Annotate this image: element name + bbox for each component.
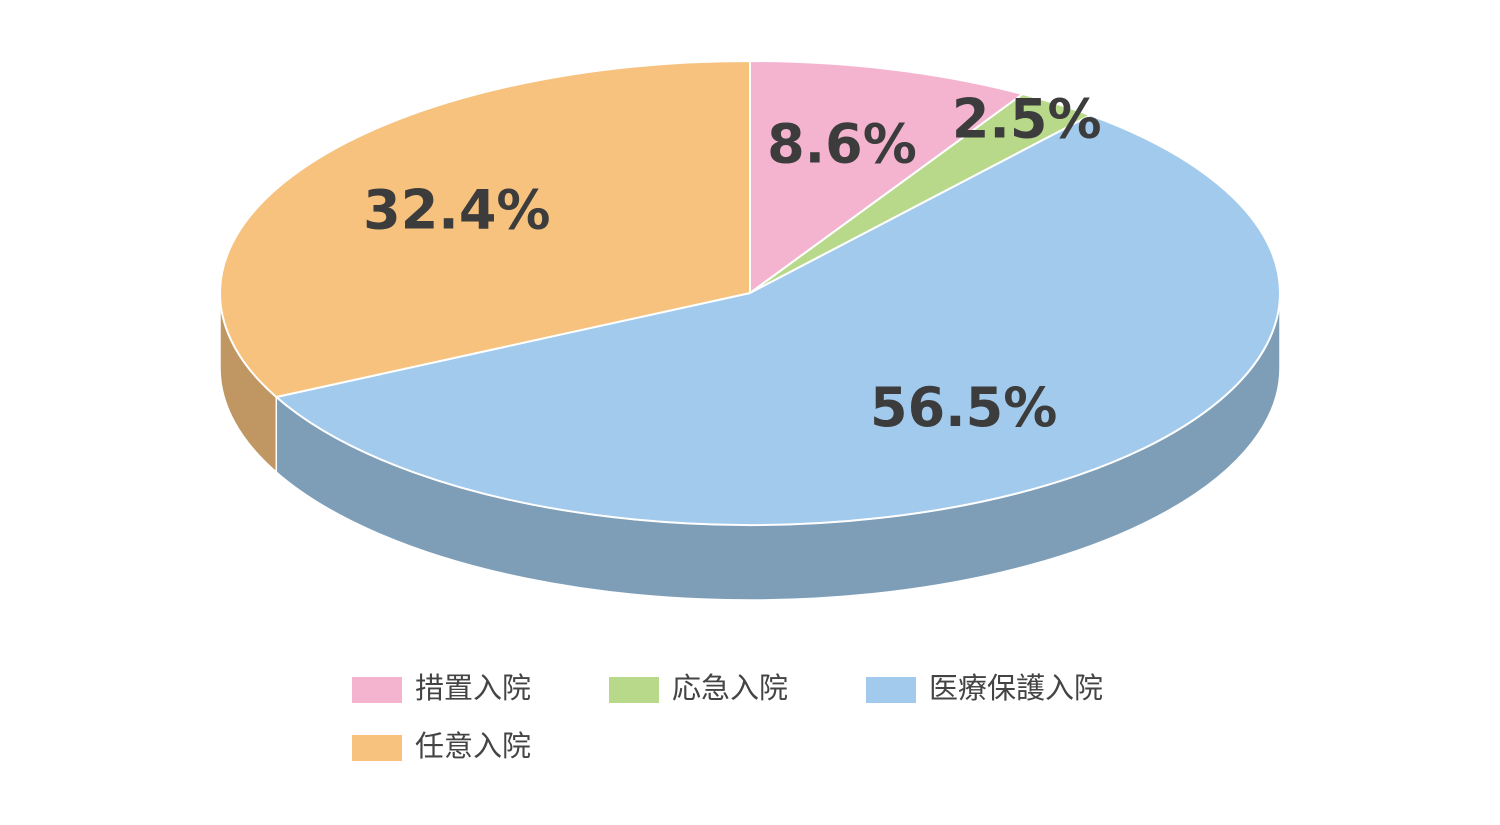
value-label: 2.5% (952, 88, 1102, 151)
value-label: 8.6% (767, 112, 917, 175)
legend-label: 医療保護入院 (929, 671, 1103, 705)
legend-swatch (866, 677, 916, 703)
slice (749, 59, 1025, 295)
legend-swatch (609, 677, 659, 703)
legend-swatch (352, 735, 402, 761)
slice (219, 59, 751, 399)
value-label: 56.5% (870, 376, 1057, 439)
value-label: 32.4% (363, 178, 550, 241)
legend-swatch (352, 677, 402, 703)
slice (274, 114, 1281, 526)
legend-label: 任意入院 (415, 729, 531, 763)
legend-label: 措置入院 (415, 671, 531, 705)
legend-label: 応急入院 (672, 671, 788, 705)
